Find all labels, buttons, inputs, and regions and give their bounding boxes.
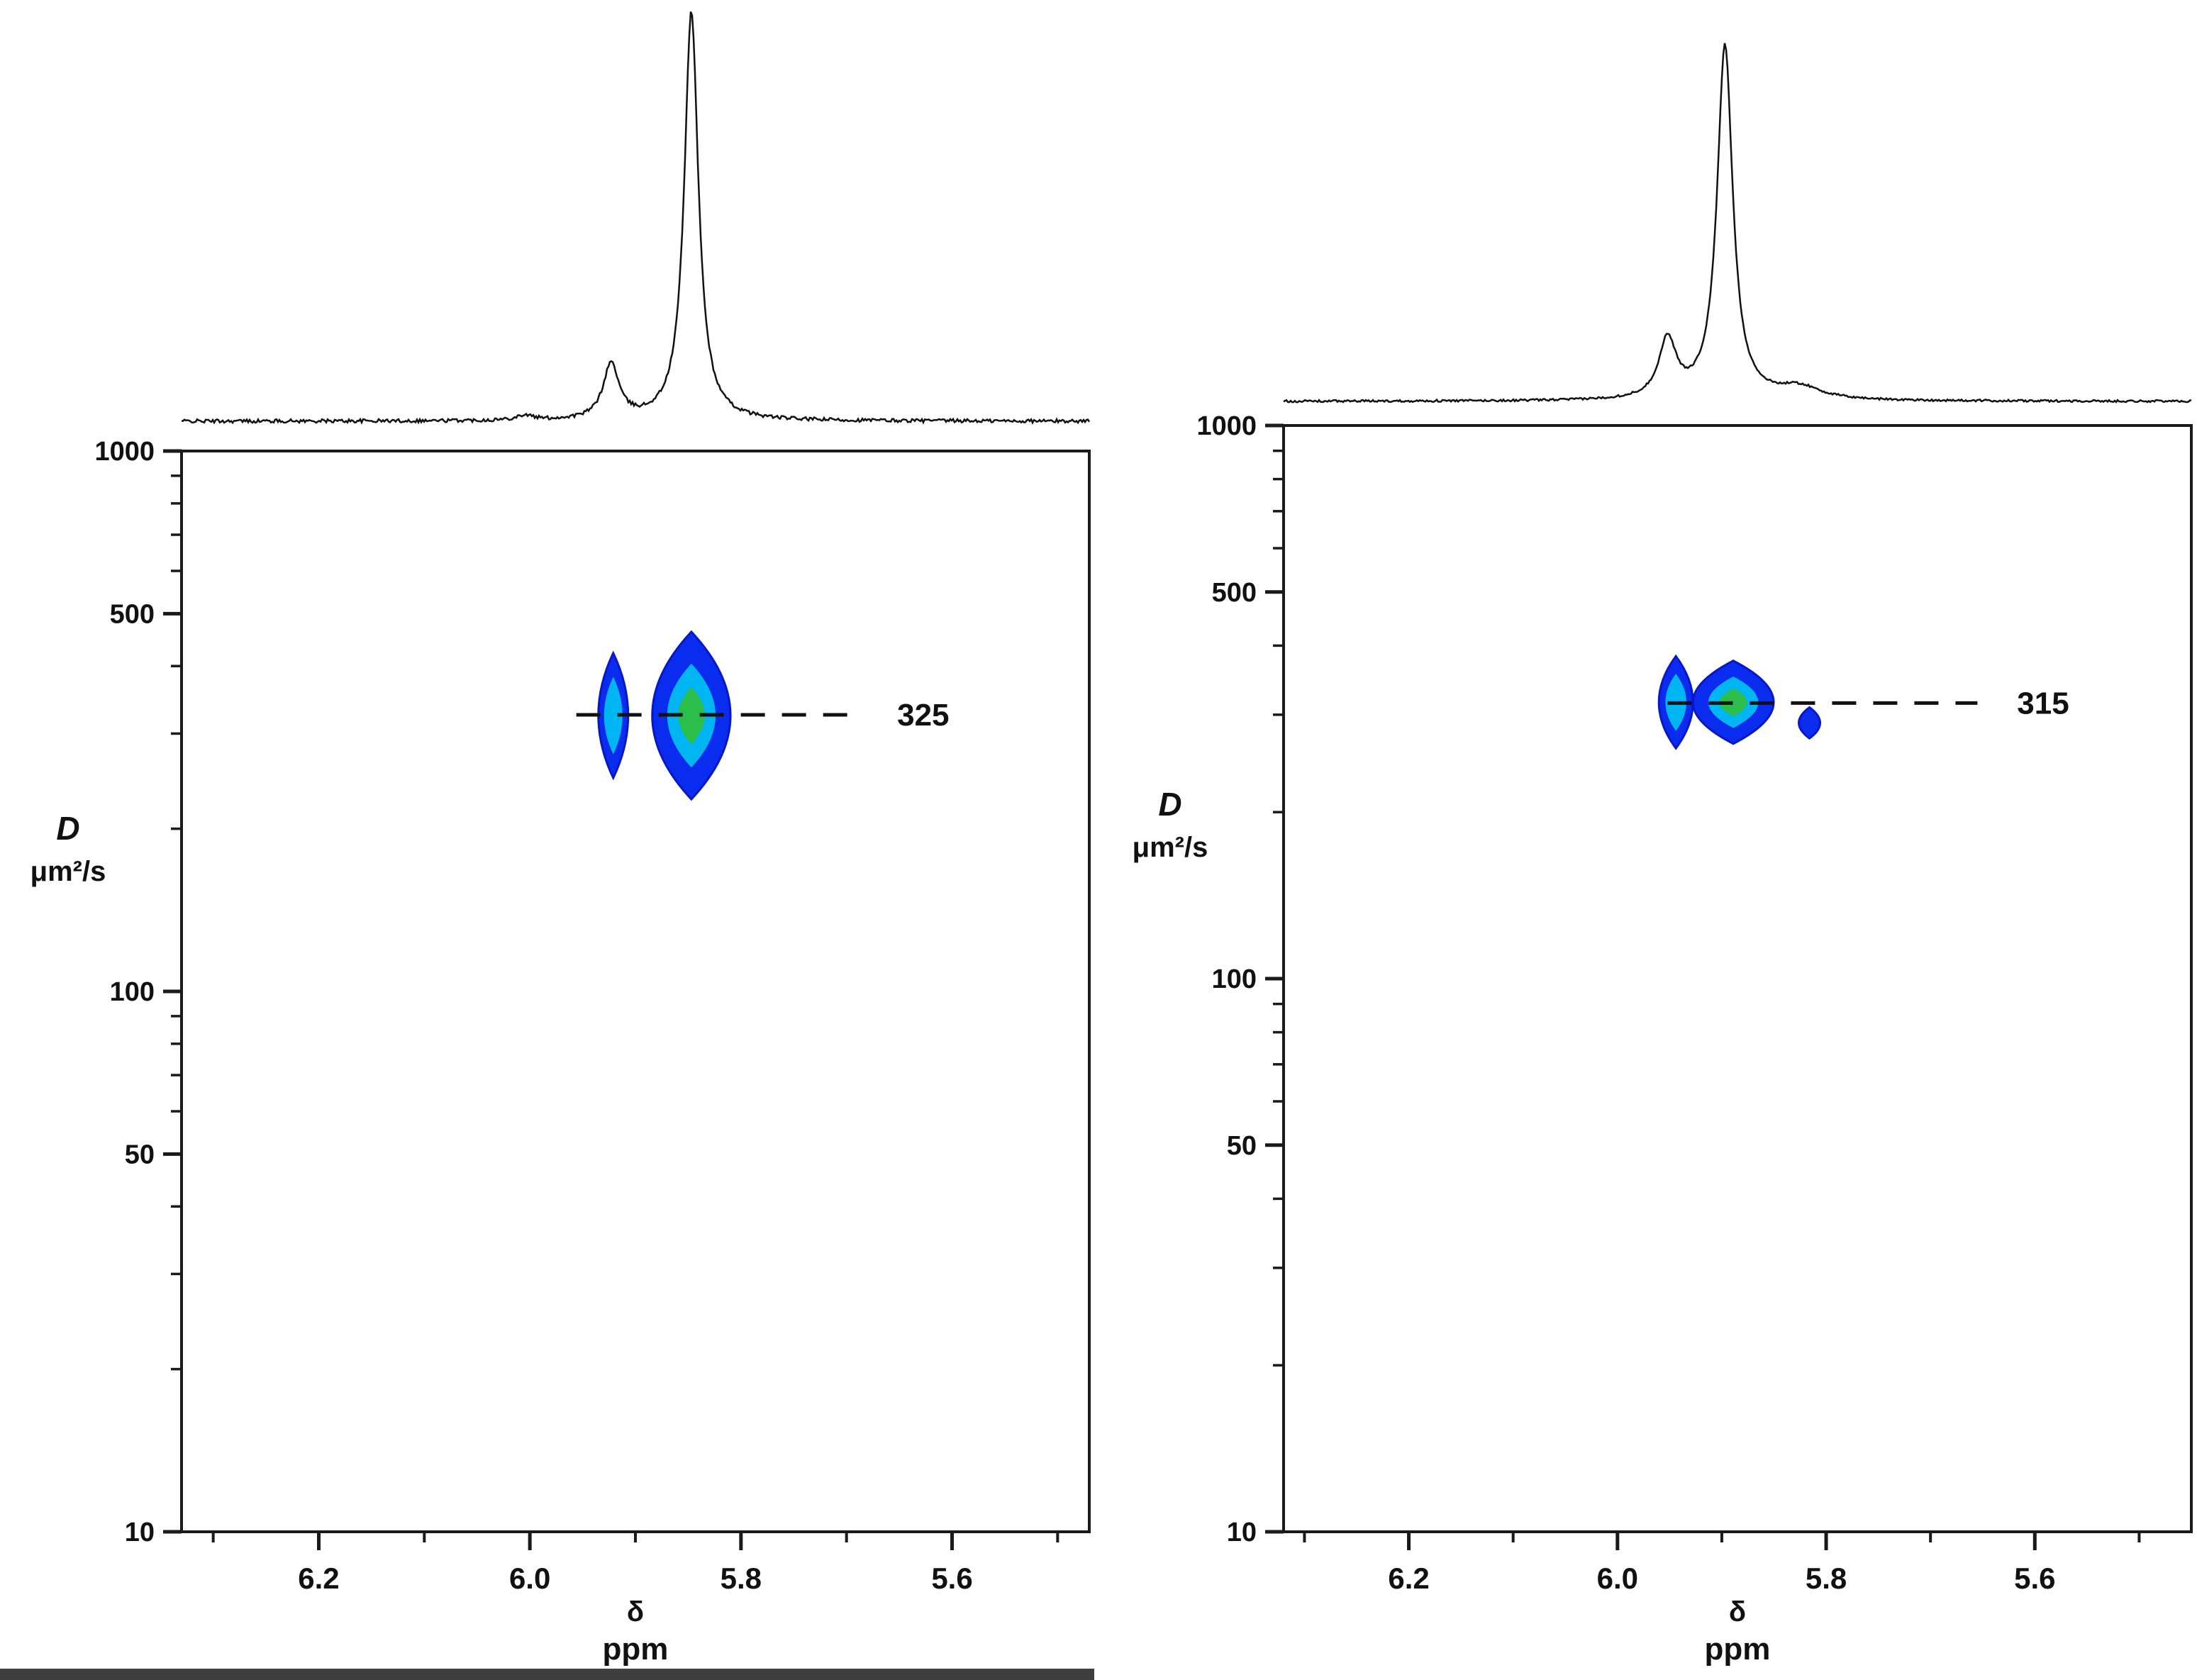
x-tick-label: 5.8 [1806, 1562, 1847, 1595]
diffusion-value-label: 325 [897, 698, 949, 733]
y-axis-symbol: D [56, 810, 79, 847]
contour-peak-layer [678, 686, 705, 745]
diffusion-value-label: 315 [2017, 686, 2069, 721]
contour-peak-layer [1719, 688, 1747, 717]
h1-1d-trace [181, 11, 1091, 425]
y-axis-unit: μm²/s [1133, 832, 1208, 863]
y-tick-label: 50 [1227, 1131, 1257, 1161]
y-tick-label: 50 [125, 1140, 155, 1169]
bottom-edge-strip [0, 1669, 1094, 1680]
x-tick-label: 6.0 [509, 1562, 550, 1595]
y-tick-label: 500 [110, 599, 155, 629]
y-axis-symbol: D [1158, 786, 1181, 823]
x-tick-label: 6.2 [1388, 1562, 1429, 1595]
x-tick-label: 5.8 [721, 1562, 762, 1595]
y-tick-label: 100 [110, 977, 155, 1007]
contour-peak-layer [1798, 706, 1821, 740]
y-axis-unit: μm²/s [30, 856, 106, 887]
x-tick-label: 6.2 [298, 1562, 339, 1595]
y-tick-label: 500 [1212, 578, 1257, 608]
plot-frame [1282, 424, 2193, 1533]
x-tick-label: 5.6 [2014, 1562, 2055, 1595]
y-tick-label: 10 [125, 1518, 155, 1547]
x-axis-unit: ppm [1705, 1632, 1771, 1667]
y-tick-label: 1000 [1196, 411, 1257, 441]
y-tick-label: 100 [1212, 964, 1257, 994]
x-tick-label: 6.0 [1597, 1562, 1638, 1595]
y-tick-label: 10 [1227, 1518, 1257, 1547]
x-axis-unit: ppm [603, 1632, 669, 1667]
x-tick-label: 5.6 [931, 1562, 972, 1595]
y-tick-label: 1000 [94, 437, 155, 467]
x-axis-symbol: δ [1729, 1596, 1746, 1628]
h1-1d-trace [1283, 43, 2192, 404]
plot-frame [180, 450, 1091, 1533]
contour-peak-layer [604, 677, 623, 755]
x-axis-symbol: δ [627, 1596, 644, 1628]
